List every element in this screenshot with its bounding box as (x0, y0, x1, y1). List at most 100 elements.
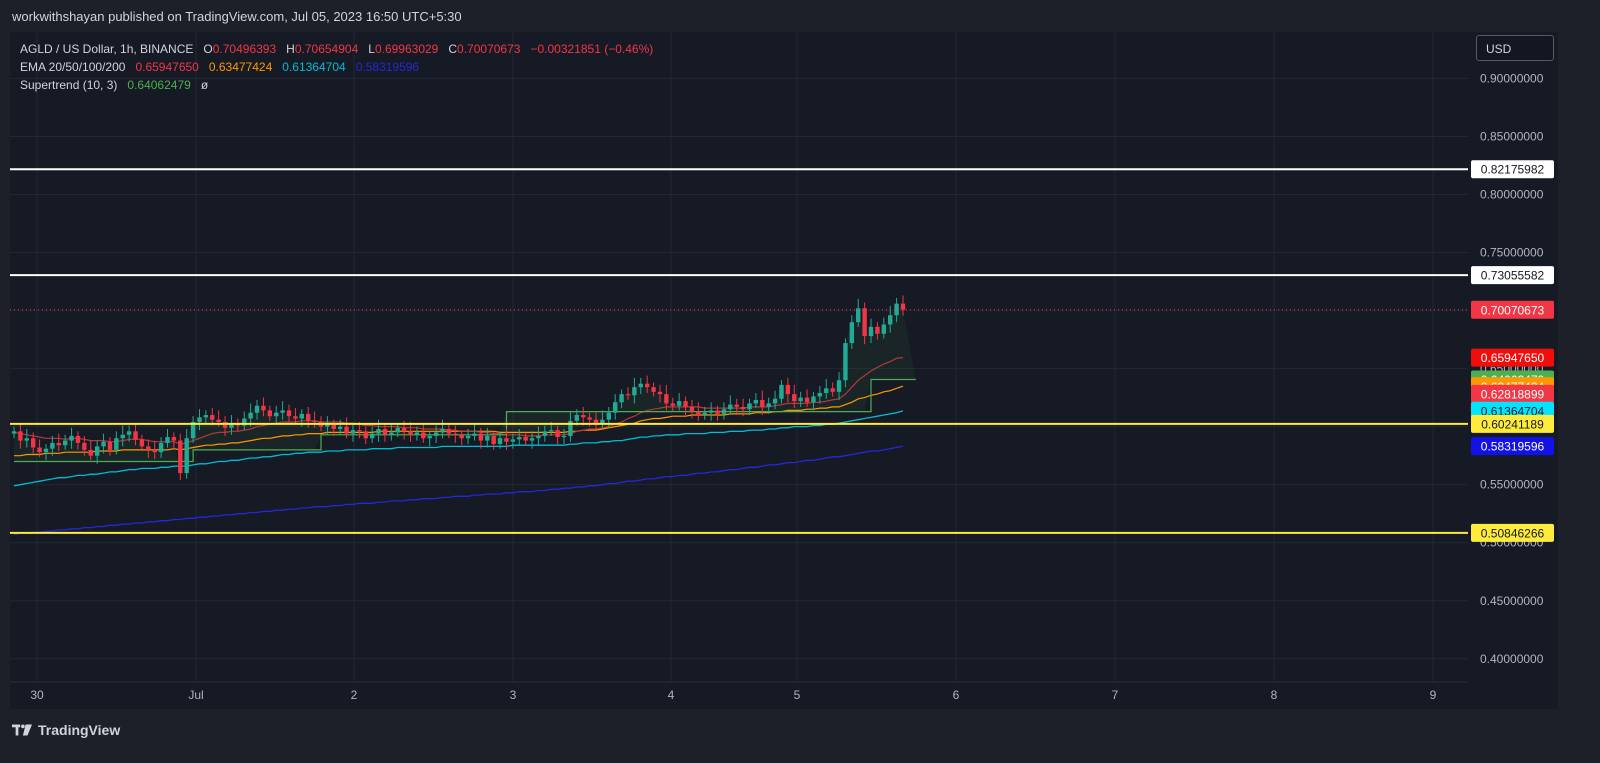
candle-body (433, 432, 439, 436)
candle-body (331, 424, 336, 429)
candle-body (523, 437, 528, 441)
candle-body (568, 420, 573, 436)
candle-body (24, 438, 29, 441)
y-tick-label: 0.75000000 (1480, 246, 1544, 260)
candle-body (619, 394, 624, 403)
candle-body (555, 430, 560, 438)
candle-body (82, 442, 87, 450)
candle-body (69, 435, 74, 441)
candle-body (510, 439, 516, 442)
candle-body (817, 392, 823, 397)
tradingview-brand[interactable]: TradingView (12, 722, 120, 738)
candle-body (376, 428, 381, 434)
tradingview-logo-icon (12, 724, 32, 736)
price-tag-label: 0.82175982 (1481, 163, 1545, 177)
open-label: O (203, 42, 213, 56)
candle-body (504, 438, 509, 442)
footer: TradingView (0, 709, 1600, 763)
candle-body (190, 422, 196, 439)
candle-body (389, 432, 394, 435)
candle-body (369, 433, 375, 439)
candle-body (421, 432, 426, 439)
candle-body (178, 440, 183, 474)
candle-body (11, 431, 17, 434)
ema-label: EMA 20/50/100/200 (20, 60, 126, 74)
candle-body (721, 409, 727, 414)
candle-body (670, 403, 675, 406)
candle-body (798, 397, 803, 402)
candle-body (312, 420, 317, 422)
candle-body (536, 435, 541, 439)
chart-area[interactable]: 0.40000000 0.45000000 0.50000000 0.55000000… (10, 32, 1558, 709)
supertrend-value: 0.64062479 (127, 78, 191, 92)
candle-body (779, 384, 784, 399)
candle-body (696, 411, 701, 416)
candle-body (120, 434, 125, 439)
candle-body (657, 391, 663, 395)
candle-body (350, 430, 356, 434)
candle-body (440, 428, 445, 433)
candle-body (517, 437, 522, 440)
candle-body (43, 448, 49, 453)
close-label: C (448, 42, 458, 56)
candle-body (600, 419, 605, 424)
supertrend-row[interactable]: Supertrend (10, 3) 0.64062479 ø (20, 76, 653, 94)
candle-body (881, 324, 887, 334)
ema20-value: 0.65947650 (135, 60, 199, 74)
symbol-title[interactable]: AGLD / US Dollar, 1h, BINANCE (20, 42, 194, 56)
candle-body (229, 423, 234, 428)
low-value: 0.69963029 (374, 42, 439, 56)
price-chart[interactable]: 0.400000000.450000000.500000000.55000000… (10, 32, 1558, 709)
candle-body (472, 433, 477, 436)
candle-body (158, 442, 164, 453)
candle-body (843, 343, 848, 381)
candle-body (382, 428, 388, 435)
low-label: L (368, 42, 375, 56)
candle-body (197, 417, 202, 422)
ema-row[interactable]: EMA 20/50/100/200 0.65947650 0.63477424 … (20, 58, 653, 76)
price-tag-label: 0.58319596 (1481, 440, 1545, 454)
x-tick-label: 6 (953, 688, 960, 702)
candle-body (248, 412, 253, 419)
y-tick-label: 0.45000000 (1480, 594, 1544, 608)
candle-body (485, 435, 490, 441)
x-tick-label: 8 (1271, 688, 1278, 702)
ema50-value: 0.63477424 (208, 60, 273, 74)
price-tag (1471, 414, 1554, 433)
price-tag (1471, 384, 1554, 403)
candle-body (478, 433, 484, 441)
candle-body (18, 431, 23, 441)
candle-body (37, 447, 42, 453)
candle-body (146, 446, 151, 450)
supertrend-line (14, 378, 916, 463)
candle-body (165, 437, 170, 443)
candle-body (549, 430, 554, 432)
brand-name: TradingView (38, 722, 121, 738)
x-tick-label: 2 (351, 688, 358, 702)
candle-body (491, 435, 496, 445)
candle-body (728, 404, 733, 410)
y-tick-label: 0.80000000 (1480, 188, 1544, 202)
candle-body (715, 410, 720, 414)
candle-body (836, 380, 842, 392)
x-tick-label: 5 (794, 688, 801, 702)
ema200-value: 0.58319596 (355, 60, 420, 74)
candle-body (683, 401, 688, 407)
candle-body (344, 426, 349, 434)
candle-body (753, 399, 759, 404)
ema50-line (14, 385, 904, 457)
candle-body (760, 399, 765, 407)
ema100-line (13, 410, 904, 487)
candle-body (274, 412, 279, 417)
candle-body (337, 426, 343, 429)
currency-button[interactable]: USD (1476, 35, 1554, 61)
candle-body (446, 428, 452, 434)
candle-body (126, 431, 132, 435)
candle-body (62, 440, 68, 446)
candle-body (689, 406, 695, 412)
top-bar: workwithshayan published on TradingView.… (0, 0, 1600, 32)
close-value: 0.70070673 (457, 42, 521, 56)
price-tag-label: 0.73055582 (1481, 269, 1545, 283)
candle-body (772, 398, 778, 404)
x-tick-label: 30 (30, 688, 44, 702)
